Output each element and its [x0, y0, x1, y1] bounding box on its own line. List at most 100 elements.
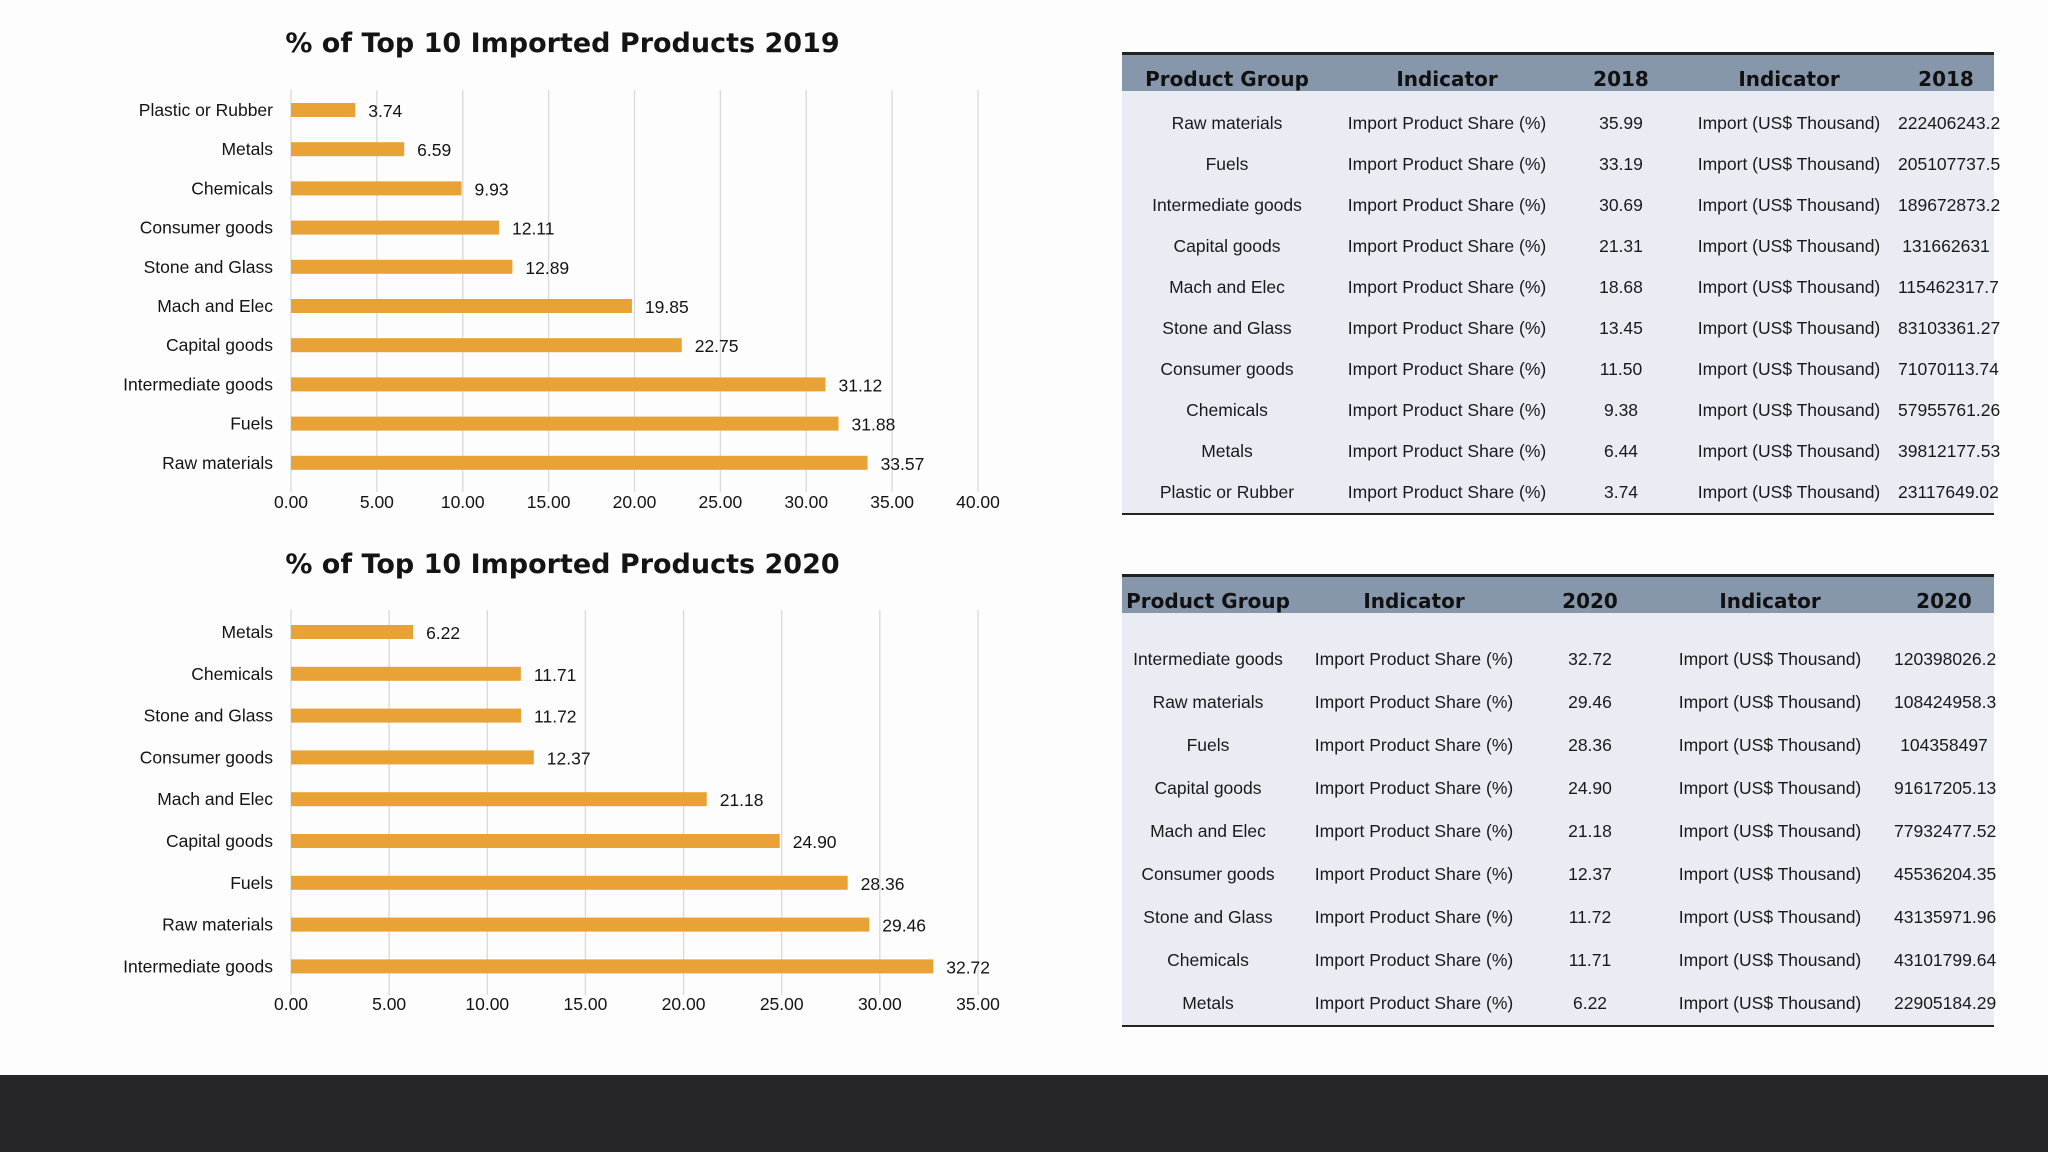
bar — [291, 666, 521, 681]
table-cell: Import Product Share (%) — [1314, 735, 1514, 755]
table-cell: Import Product Share (%) — [1314, 778, 1514, 798]
x-tick-label: 0.00 — [274, 492, 308, 512]
column-header: Indicator — [1738, 67, 1840, 91]
category-label: Stone and Glass — [144, 706, 274, 726]
column-header: 2020 — [1916, 589, 1972, 613]
table-cell: 12.37 — [1568, 864, 1612, 884]
table-row: Metals Import Product Share (%) 6.44 Import… — [1122, 431, 2000, 472]
category-label: Intermediate goods — [123, 956, 273, 976]
table-cell: 205107737.5 — [1898, 154, 2001, 174]
x-tick-label: 35.00 — [870, 492, 914, 512]
x-tick-label: 15.00 — [527, 492, 571, 512]
table-cell: 222406243.2 — [1898, 113, 2001, 133]
table-cell: Intermediate goods — [1133, 649, 1283, 669]
data-label: 31.12 — [838, 375, 882, 395]
table-cell: Import (US$ Thousand) — [1697, 236, 1881, 256]
category-label: Plastic or Rubber — [139, 100, 273, 120]
table-cell: Import Product Share (%) — [1347, 113, 1547, 133]
table-row: Fuels Import Product Share (%) 28.36 Import… — [1122, 724, 1994, 767]
bar — [291, 220, 499, 235]
table-cell: 131662631 — [1902, 236, 1990, 256]
table-cell: 28.36 — [1568, 735, 1612, 755]
table-cell: Import (US$ Thousand) — [1697, 277, 1881, 297]
table-cell: 83103361.27 — [1898, 318, 2001, 338]
table-body: Raw materials Import Product Share (%) 35.… — [1122, 91, 2001, 515]
table-cell: Import Product Share (%) — [1347, 318, 1547, 338]
table-cell: Consumer goods — [1160, 359, 1294, 379]
category-label: Metals — [221, 622, 273, 642]
table-cell: 189672873.2 — [1898, 195, 2001, 215]
table-cell: Import (US$ Thousand) — [1678, 735, 1862, 755]
data-label: 11.72 — [534, 707, 577, 727]
table-cell: 45536204.35 — [1894, 864, 1997, 884]
table-cell: Stone and Glass — [1143, 907, 1273, 927]
table-2018: Product Group Indicator 2018 Indicator 2018 … — [1122, 52, 2001, 515]
table-cell: Import Product Share (%) — [1314, 692, 1514, 712]
category-label: Fuels — [230, 414, 273, 434]
bar — [291, 416, 839, 431]
table-cell: Import Product Share (%) — [1314, 993, 1514, 1013]
table-cell: Import Product Share (%) — [1314, 950, 1514, 970]
column-header: Product Group — [1126, 589, 1290, 613]
table-cell: Import Product Share (%) — [1347, 195, 1547, 215]
table-cell: 11.71 — [1568, 950, 1612, 970]
column-header: 2020 — [1562, 589, 1618, 613]
bar — [291, 103, 356, 117]
table-cell: 91617205.13 — [1894, 778, 1997, 798]
table-row: Metals Import Product Share (%) 6.22 Import… — [1122, 982, 1997, 1025]
table-cell: 108424958.3 — [1894, 692, 1997, 712]
category-label: Intermediate goods — [123, 374, 273, 394]
table-cell: Raw materials — [1152, 692, 1264, 712]
bar — [291, 625, 414, 639]
table-cell: Import (US$ Thousand) — [1697, 482, 1881, 502]
table-cell: Chemicals — [1167, 950, 1249, 970]
table-cell: Intermediate goods — [1152, 195, 1302, 215]
bar — [291, 750, 534, 765]
x-tick-label: 5.00 — [360, 492, 394, 512]
data-label: 9.93 — [475, 179, 509, 199]
table-cell: 11.50 — [1599, 359, 1643, 379]
bar — [291, 834, 780, 848]
table-row: Consumer goods Import Product Share (%) 11… — [1122, 349, 1999, 390]
table-row: Raw materials Import Product Share (%) 29.… — [1122, 681, 1997, 724]
table-cell: Metals — [1201, 441, 1253, 461]
table-cell: Stone and Glass — [1162, 318, 1292, 338]
table-row: Chemicals Import Product Share (%) 11.71 Im… — [1122, 939, 1996, 982]
table-row: Fuels Import Product Share (%) 33.19 Import… — [1122, 144, 2001, 185]
table-row: Raw materials Import Product Share (%) 35.… — [1122, 103, 2001, 144]
footer-bar — [0, 1075, 2048, 1152]
x-tick-label: 20.00 — [613, 492, 657, 512]
category-label: Stone and Glass — [144, 257, 274, 277]
category-label: Capital goods — [166, 335, 273, 355]
bar-chart-2020: 0.00 5.00 10.00 15.00 20.00 25.00 30.00 35.00 Me… — [123, 610, 1000, 1014]
data-label: 21.18 — [720, 790, 764, 810]
data-label: 12.37 — [547, 748, 591, 768]
table-cell: 18.68 — [1599, 277, 1643, 297]
table-body: Intermediate goods Import Product Share (… — [1122, 613, 1997, 1027]
category-label: Raw materials — [162, 453, 273, 473]
table-cell: Fuels — [1186, 735, 1230, 755]
bar — [291, 377, 826, 392]
table-cell: 21.18 — [1568, 821, 1612, 841]
data-label: 28.36 — [861, 874, 905, 894]
data-label: 12.11 — [512, 219, 555, 239]
table-cell: 11.72 — [1568, 907, 1612, 927]
column-header: Product Group — [1145, 67, 1309, 91]
x-tick-label: 0.00 — [274, 994, 308, 1014]
column-header: 2018 — [1918, 67, 1974, 91]
table-cell: Import (US$ Thousand) — [1697, 113, 1881, 133]
table-cell: 57955761.26 — [1898, 400, 2001, 420]
bar — [291, 455, 868, 470]
table-row: Chemicals Import Product Share (%) 9.38 Imp… — [1122, 390, 2001, 431]
table-cell: Fuels — [1205, 154, 1249, 174]
bar — [291, 875, 848, 890]
table-row: Stone and Glass Import Product Share (%) 1… — [1122, 308, 2001, 349]
table-cell: Import (US$ Thousand) — [1678, 993, 1862, 1013]
category-label: Fuels — [230, 873, 273, 893]
table-cell: Import (US$ Thousand) — [1678, 907, 1862, 927]
bar — [291, 338, 682, 353]
table-cell: Import (US$ Thousand) — [1678, 864, 1862, 884]
table-cell: 22905184.29 — [1894, 993, 1997, 1013]
table-cell: Capital goods — [1154, 778, 1262, 798]
data-label: 24.90 — [793, 832, 837, 852]
